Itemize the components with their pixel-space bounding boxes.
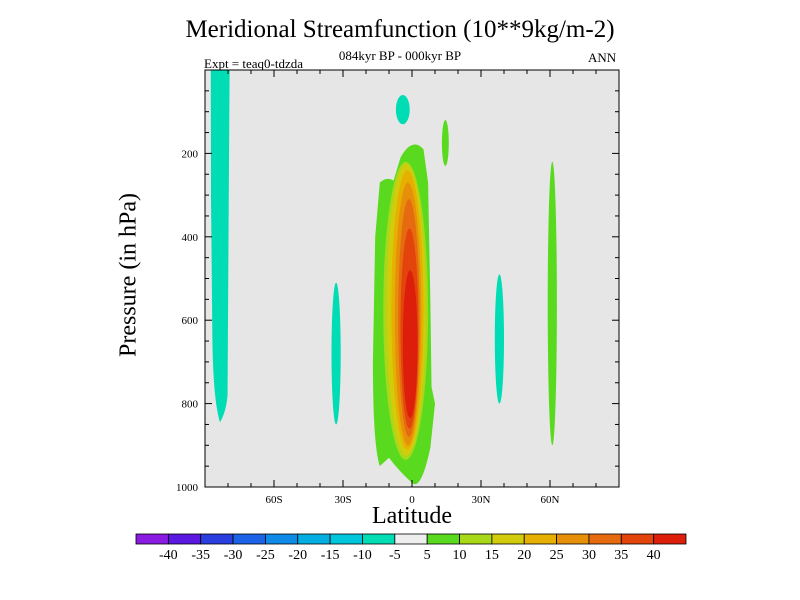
x-tick-label: 30N [472,494,491,506]
colorbar-label: 5 [424,548,431,563]
colorbar-label: 15 [485,548,499,563]
colorbar-swatch [620,533,655,545]
colorbar-swatch [297,533,331,545]
colorbar-swatch [167,533,202,545]
colorbar-swatch [523,533,557,545]
colorbar-label: 40 [647,548,661,563]
y-tick-label: 600 [182,315,199,327]
colorbar-swatch [491,533,525,545]
x-tick-label: 60S [265,494,282,506]
y-tick-label: 200 [182,148,199,160]
contour-tropical-upper-blob [395,95,410,125]
colorbar-swatch [200,533,234,545]
colorbar-label: 30 [582,548,596,563]
colorbar-swatch [653,533,687,545]
colorbar-label: -5 [389,548,401,563]
experiment-label: Expt = teaq0-tdzda [204,56,304,71]
contour-nh-midlat-strip [547,161,557,446]
colorbar-label: 25 [550,548,564,563]
chart-title: Meridional Streamfunction (10**9kg/m-2) [185,16,615,43]
colorbar-label: -15 [321,548,340,563]
colorbar-label: -20 [288,548,307,563]
colorbar-label: -40 [159,548,178,563]
y-tick-label: 400 [182,232,199,244]
colorbar-swatch [426,533,460,545]
colorbar-label: 35 [614,548,628,563]
colorbar-label: 10 [453,548,467,563]
colorbar-swatch [362,533,396,545]
colorbar-swatch [265,533,299,545]
contour-nh-tropical-sliver [441,120,449,166]
colorbar-swatch [459,533,493,545]
y-tick-label: 800 [182,399,199,411]
contour-nh-subtropical-strip [494,274,504,404]
colorbar-swatch [394,533,428,545]
x-tick-label: 0 [409,494,415,506]
colorbar-label: -10 [353,548,372,563]
colorbar-label: -30 [224,548,243,563]
colorbar-swatch [556,533,590,545]
colorbar-swatch [232,533,266,545]
x-tick-label: 30S [334,494,351,506]
contour-sh-polar-band [210,70,230,423]
y-tick-label: 1000 [176,482,199,494]
colorbar-swatch [588,533,622,545]
x-axis-label: Latitude [372,503,452,529]
colorbar-label: -25 [256,548,275,563]
chart-subtitle: 084kyr BP - 000kyr BP [338,48,462,63]
colorbar-label: -35 [191,548,210,563]
contour-equatorial-cell-core [405,303,417,396]
contour-sh-midlat-strip [331,282,341,425]
colorbar-label: 20 [517,548,531,563]
colorbar-swatch [329,533,363,545]
x-tick-label: 60N [541,494,560,506]
season-label: ANN [588,50,617,65]
colorbar-swatch [135,533,169,545]
